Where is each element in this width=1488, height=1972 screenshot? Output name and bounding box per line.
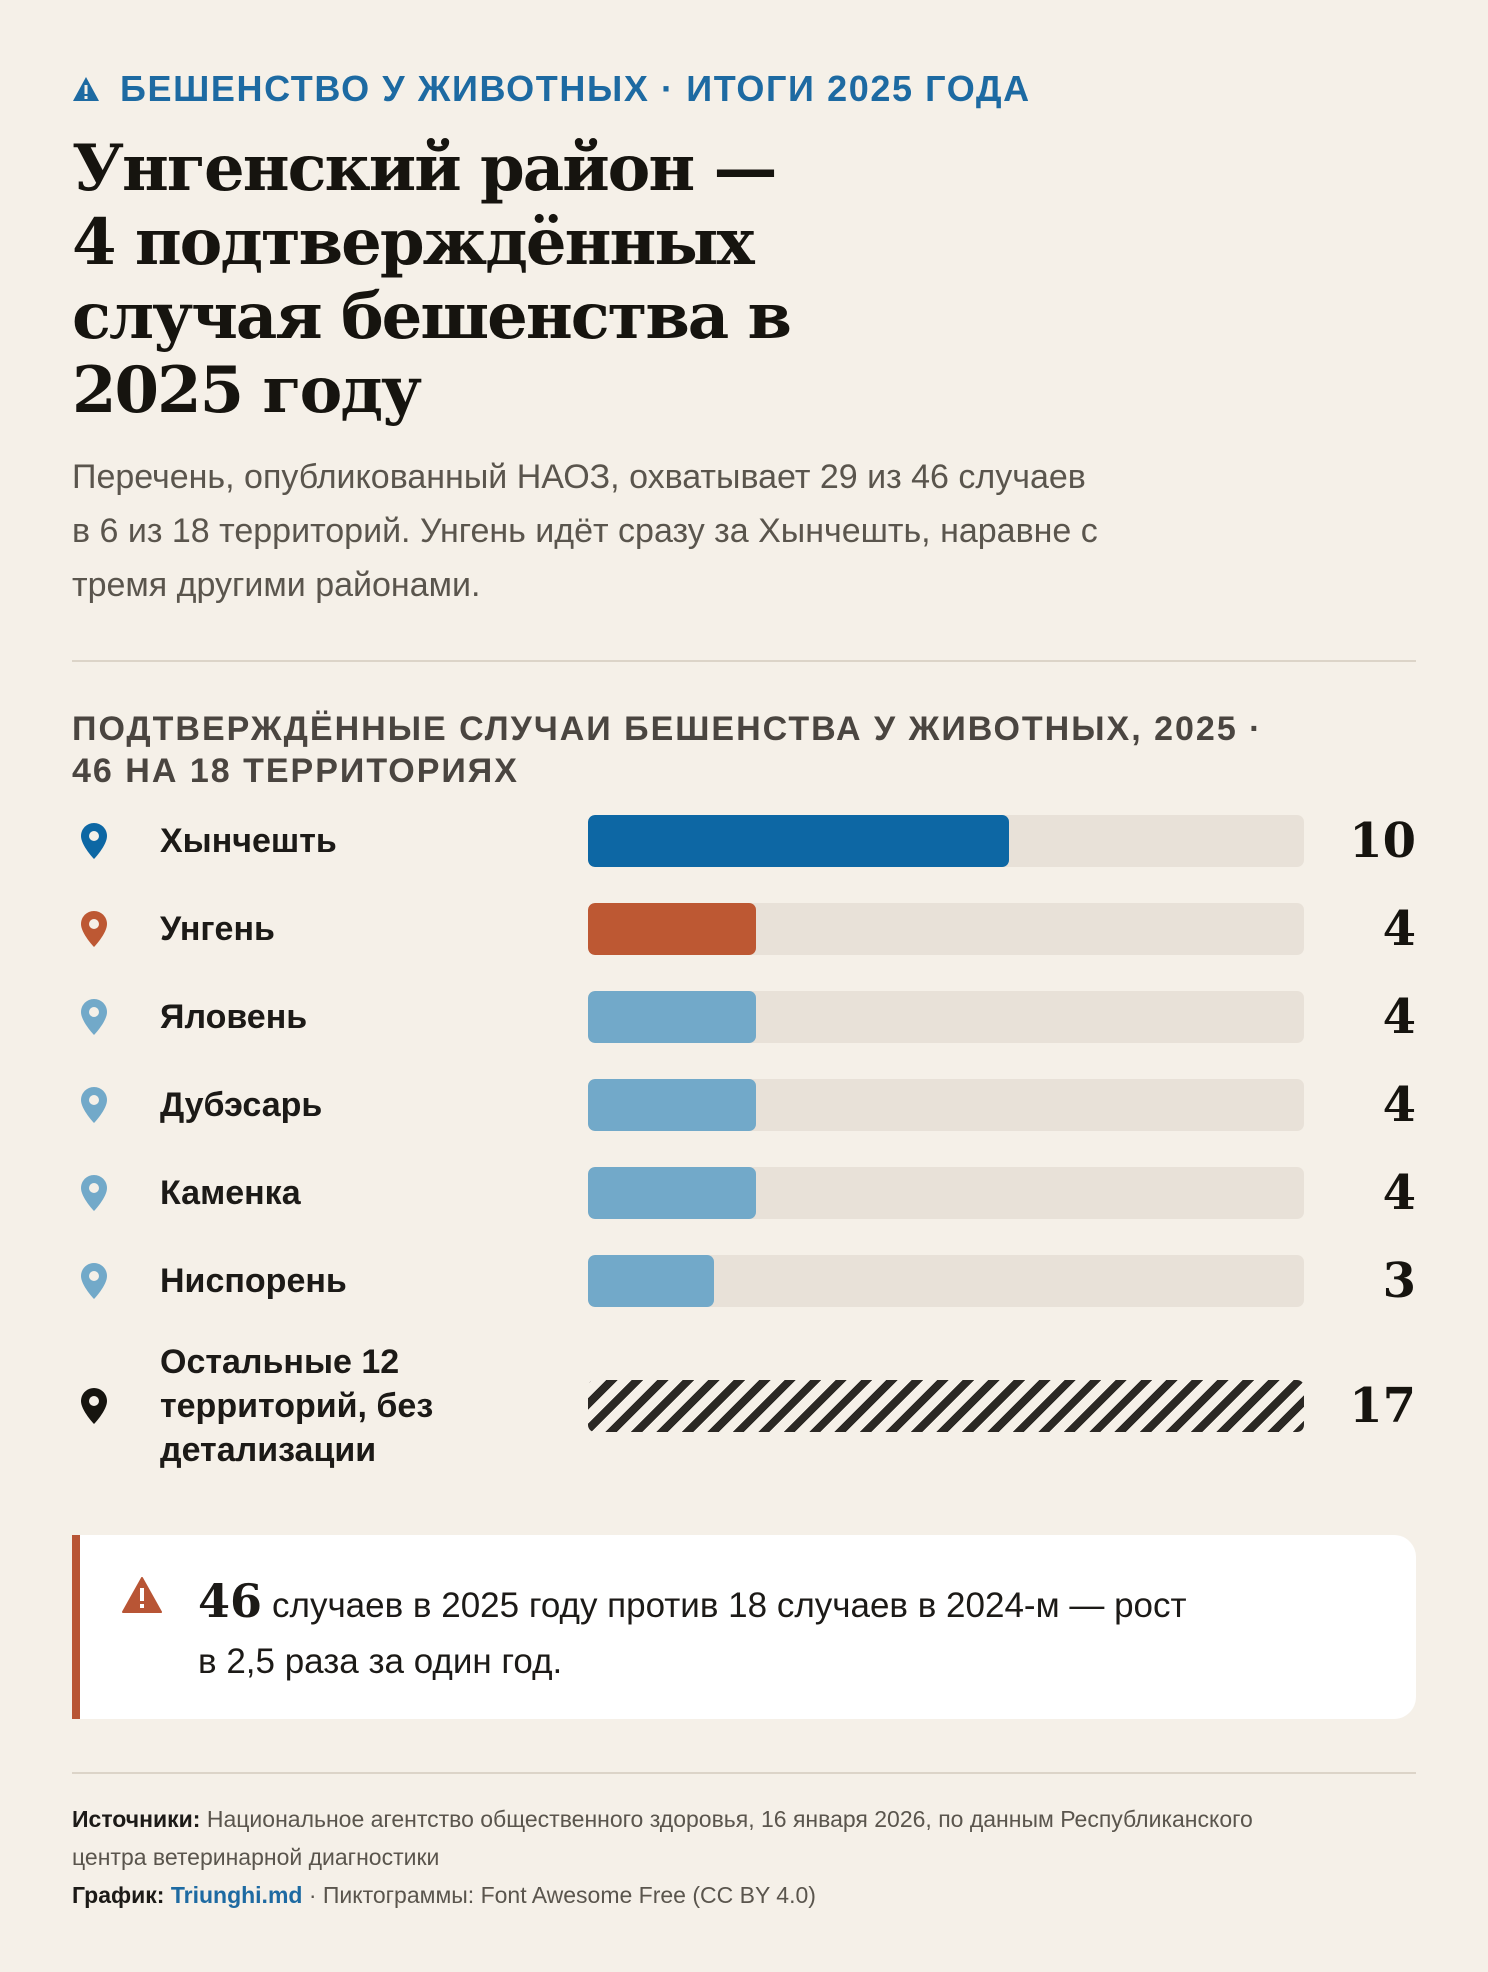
bar-track <box>588 1255 1304 1307</box>
bar-track <box>588 1167 1304 1219</box>
map-pin-icon <box>81 999 107 1035</box>
category-label-line: Унгень <box>160 910 275 948</box>
category-label-line: Каменка <box>160 1174 301 1212</box>
bar <box>588 991 756 1043</box>
kicker-text: БЕШЕНСТВО У ЖИВОТНЫХ · ИТОГИ 2025 ГОДА <box>120 68 1031 109</box>
category-label-line: Остальные 12 <box>160 1343 400 1381</box>
chart-title: ПОДТВЕРЖДЁННЫЕ СЛУЧАИ БЕШЕНСТВА У ЖИВОТН… <box>72 708 1416 792</box>
lede-line: тремя другими районами. <box>72 566 481 604</box>
value-label: 17 <box>1349 1378 1416 1434</box>
category-label-line: Яловень <box>160 998 308 1036</box>
sources-label: Источники: <box>72 1806 201 1832</box>
category-label: Унгень <box>160 907 540 951</box>
chart-row: Унгень 4 <box>72 903 1416 955</box>
icons-credit: · Пиктограммы: Font Awesome Free (CC BY … <box>308 1882 816 1908</box>
category-label: Хынчешть <box>160 819 540 863</box>
page-title: Унгенский район — 4 подтверждённых случа… <box>72 132 832 428</box>
warning-triangle-icon <box>73 77 99 101</box>
bar-track <box>588 991 1304 1043</box>
chart-row: Каменка 4 <box>72 1167 1416 1219</box>
bar <box>588 815 1009 867</box>
map-pin-icon <box>81 1388 107 1424</box>
value-label: 4 <box>1382 1165 1416 1221</box>
title-line: 2025 году <box>72 353 422 428</box>
category-label-line: территорий, без <box>160 1387 434 1425</box>
lede-line: в 6 из 18 территорий. Унгень идёт сразу … <box>72 512 1098 550</box>
category-label: Яловень <box>160 995 540 1039</box>
footer: Источники: Национальное агентство общест… <box>72 1800 1416 1914</box>
chart-row: Хынчешть 10 <box>72 815 1416 867</box>
callout-line: случаев в 2025 году против 18 случаев в … <box>272 1586 1187 1625</box>
callout-text: 46 случаев в 2025 году против 18 случаев … <box>198 1573 1338 1690</box>
title-line: случая бешенства в <box>72 279 792 354</box>
map-pin-icon <box>81 823 107 859</box>
bar-track <box>588 815 1304 867</box>
sources-text: центра ветеринарной диагностики <box>72 1844 440 1870</box>
category-label-line: детализации <box>160 1431 377 1469</box>
divider <box>72 660 1416 662</box>
category-label-line: Дубэсарь <box>160 1086 323 1124</box>
bar <box>588 903 756 955</box>
category-label-line: Хынчешть <box>160 822 337 860</box>
map-pin-icon <box>81 1175 107 1211</box>
value-label: 4 <box>1382 1077 1416 1133</box>
category-label: Дубэсарь <box>160 1083 540 1127</box>
chart-row: Остальные 12 территорий, без детализации 17 <box>72 1343 1416 1469</box>
value-label: 4 <box>1382 901 1416 957</box>
category-label: Остальные 12 территорий, без детализации <box>160 1340 540 1472</box>
bar-track <box>588 1380 1304 1432</box>
lede-line: Перечень, опубликованный НАОЗ, охватывае… <box>72 458 1086 496</box>
value-label: 3 <box>1382 1253 1416 1309</box>
value-label: 4 <box>1382 989 1416 1045</box>
map-pin-icon <box>81 1263 107 1299</box>
bar <box>588 1079 756 1131</box>
callout-line: в 2,5 раза за один год. <box>198 1642 563 1681</box>
callout: 46 случаев в 2025 году против 18 случаев … <box>72 1535 1416 1719</box>
title-line: Унгенский район — <box>72 131 777 206</box>
lede: Перечень, опубликованный НАОЗ, охватывае… <box>72 450 1272 612</box>
sources-text: Национальное агентство общественного здо… <box>206 1806 1253 1832</box>
value-label: 10 <box>1349 813 1416 869</box>
map-pin-icon <box>81 1087 107 1123</box>
bar <box>588 1380 1304 1432</box>
category-label: Каменка <box>160 1171 540 1215</box>
chart-credit-label: График: <box>72 1882 165 1908</box>
category-label-line: Ниспорень <box>160 1262 347 1300</box>
chart-title-line: 46 НА 18 ТЕРРИТОРИЯХ <box>72 752 519 790</box>
map-pin-icon <box>81 911 107 947</box>
divider <box>72 1772 1416 1774</box>
bar-track <box>588 1079 1304 1131</box>
category-label: Ниспорень <box>160 1259 540 1303</box>
chart-row: Яловень 4 <box>72 991 1416 1043</box>
bar-chart: Хынчешть 10 Унгень 4 Яловень 4 Дубэсарь 4 Каменк… <box>72 815 1416 1495</box>
kicker: БЕШЕНСТВО У ЖИВОТНЫХ · ИТОГИ 2025 ГОДА <box>72 68 1031 110</box>
warning-triangle-icon <box>122 1577 162 1613</box>
bar-track <box>588 903 1304 955</box>
source-link[interactable]: Triunghi.md <box>170 1882 303 1908</box>
bar <box>588 1167 756 1219</box>
chart-row: Ниспорень 3 <box>72 1255 1416 1307</box>
chart-row: Дубэсарь 4 <box>72 1079 1416 1131</box>
title-line: 4 подтверждённых <box>72 205 755 280</box>
chart-title-line: ПОДТВЕРЖДЁННЫЕ СЛУЧАИ БЕШЕНСТВА У ЖИВОТН… <box>72 710 1263 748</box>
callout-number: 46 <box>198 1574 263 1628</box>
bar <box>588 1255 714 1307</box>
